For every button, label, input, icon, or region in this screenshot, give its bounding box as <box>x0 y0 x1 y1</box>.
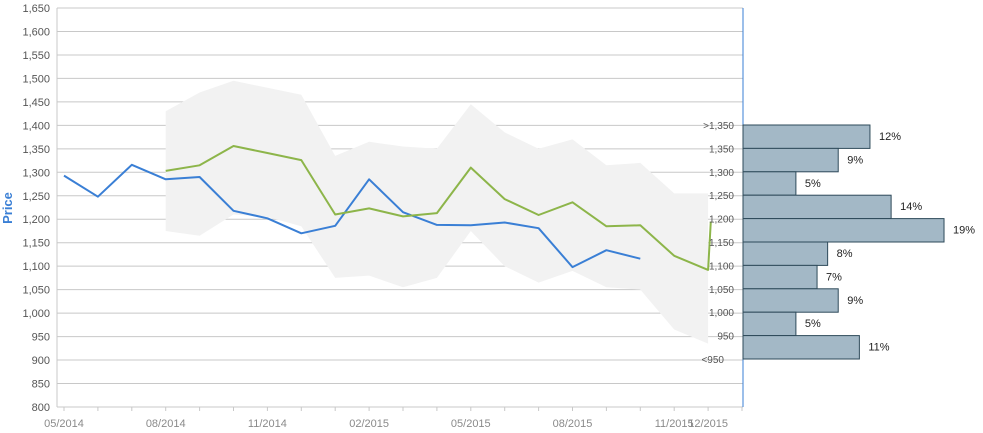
distribution-pct-label: 8% <box>837 248 853 260</box>
y-tick-label: 1,050 <box>22 285 50 297</box>
series-line-1 <box>63 163 641 269</box>
distribution-pct-label: 9% <box>847 154 863 166</box>
y-tick-label: 1,600 <box>22 26 50 38</box>
y-tick-label: 1,450 <box>22 97 50 109</box>
distribution-bin-label: 1,150 <box>709 238 734 249</box>
y-tick-label: 950 <box>32 332 50 344</box>
distribution-pct-label: 11% <box>868 342 889 354</box>
distribution-bin-label: 1,100 <box>709 261 734 272</box>
y-tick-label: 1,400 <box>22 120 50 132</box>
distribution-bar <box>742 124 871 149</box>
x-tick-label: 08/2014 <box>146 418 186 430</box>
distribution-bar <box>742 147 839 173</box>
y-tick-label: 1,500 <box>22 73 50 85</box>
distribution-bar <box>742 171 797 196</box>
series-lines <box>63 145 712 271</box>
x-tick-label: 02/2015 <box>349 418 389 430</box>
distribution-bin-label: 1,000 <box>709 308 734 319</box>
x-tick-label: 08/2015 <box>553 418 593 430</box>
distribution-bar <box>742 288 839 313</box>
distribution-bars: 12% >1,350 9% 1,350 5% 1,300 14% 1,250 19% 1,200 8… <box>701 8 975 407</box>
y-tick-label: 900 <box>32 355 50 367</box>
y-tick-label: 1,200 <box>22 214 50 226</box>
y-tick-label: 1,550 <box>22 50 50 62</box>
distribution-pct-label: 7% <box>826 271 842 283</box>
distribution-bin-label: 1,350 <box>709 144 734 155</box>
distribution-pct-label: 5% <box>805 318 821 330</box>
distribution-bar <box>742 218 945 243</box>
y-axis: 800 850 900 950 1,000 1,050 1,100 1,150 1,200 1,2… <box>22 3 50 414</box>
distribution-pct-label: 5% <box>805 178 821 190</box>
y-tick-label: 1,350 <box>22 144 50 156</box>
distribution-bin-label: 1,200 <box>709 215 734 226</box>
y-tick-label: 1,100 <box>22 261 50 273</box>
distribution-bar <box>742 311 797 337</box>
y-tick-label: 1,150 <box>22 238 50 250</box>
x-tick-label: 12/2015 <box>688 418 728 430</box>
y-tick-label: 1,000 <box>22 308 50 320</box>
distribution-bar <box>742 335 860 360</box>
x-tick-label: 11/2015 <box>655 418 694 430</box>
distribution-bar <box>742 194 892 220</box>
distribution-bin-label: 1,250 <box>709 191 734 202</box>
y-tick-label: 1,250 <box>22 191 50 203</box>
distribution-pct-label: 9% <box>847 295 863 307</box>
distribution-pct-label: 19% <box>953 225 975 237</box>
distribution-bar <box>742 264 818 290</box>
y-axis-title: Price <box>0 192 15 224</box>
distribution-bin-label: 1,300 <box>709 168 734 179</box>
distribution-bin-label: >1,350 <box>703 121 734 132</box>
distribution-pct-label: 12% <box>879 131 901 143</box>
series-line-2 <box>165 145 712 271</box>
y-tick-label: 1,300 <box>22 167 50 179</box>
distribution-bar <box>742 241 829 266</box>
x-axis: 05/2014 08/2014 11/2014 02/2015 05/2015 08/20… <box>44 406 743 430</box>
x-tick-label: 11/2014 <box>248 418 287 430</box>
distribution-bin-label: <950 <box>701 355 724 366</box>
y-tick-label: 850 <box>32 379 50 391</box>
y-tick-label: 1,650 <box>22 3 50 15</box>
x-tick-label: 05/2015 <box>451 418 491 430</box>
x-tick-label: 05/2014 <box>44 418 84 430</box>
distribution-pct-label: 14% <box>900 201 922 213</box>
distribution-bin-label: 950 <box>717 332 734 343</box>
distribution-bin-label: 1,050 <box>709 285 734 296</box>
y-tick-label: 800 <box>32 402 50 414</box>
